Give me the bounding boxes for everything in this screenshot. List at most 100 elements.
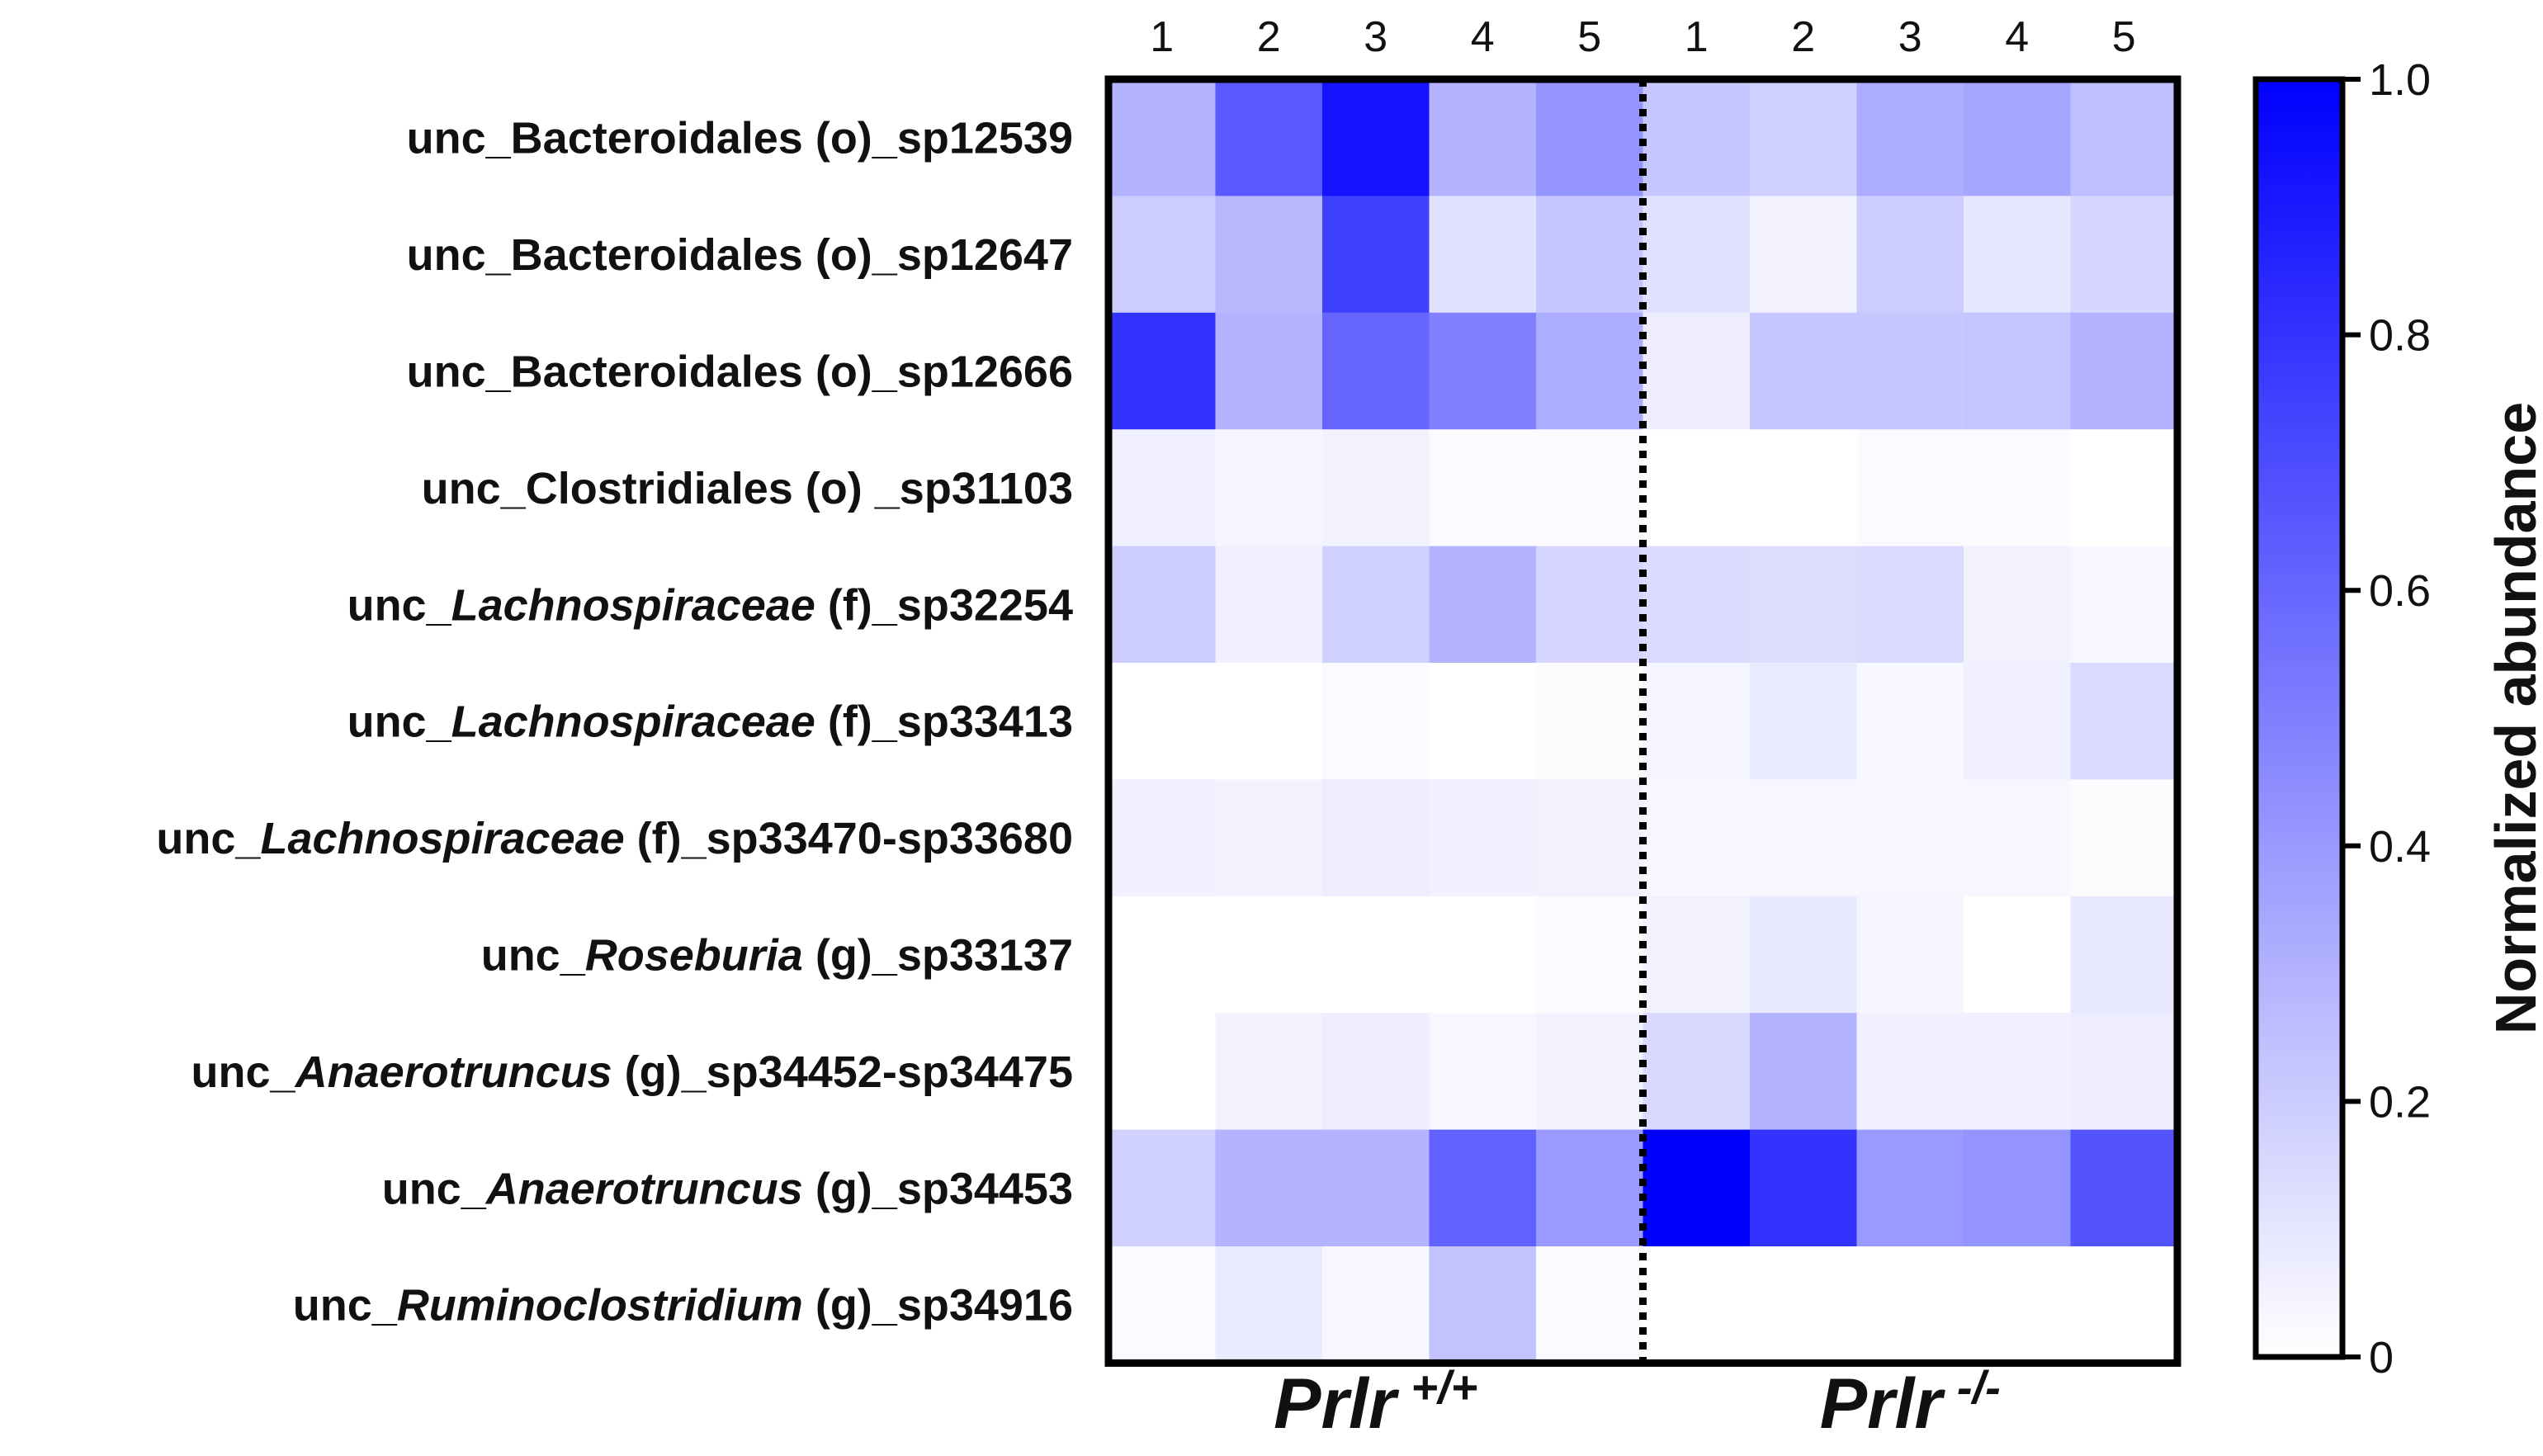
row-label-6-part-2: Lachnospiraceae [451, 697, 815, 747]
group-labels: Prlr +/+ Prlr -/- [1274, 1361, 2001, 1444]
heatmap-cell-r2-c1 [1108, 196, 1217, 314]
heatmap-cell-r11-c1 [1108, 1246, 1217, 1364]
row-label-7-part-1: unc_ [156, 814, 261, 863]
row-label-3-part-1: unc_ [407, 347, 512, 397]
heatmap-cell-r5-c5 [1536, 546, 1644, 664]
heatmap-cell-r8-c5 [1536, 896, 1644, 1014]
row-label-3-part-2: Bacteroidales (o)_sp12666 [511, 347, 1073, 397]
heatmap-cell-r9-c3 [1322, 1013, 1430, 1131]
heatmap-cell-r10-c5 [1536, 1129, 1644, 1247]
column-labels: 1 2 3 4 5 1 2 3 4 5 [1150, 13, 2135, 61]
heatmap-cell-r1-c3 [1322, 79, 1430, 196]
row-label-10: unc_Anaerotruncus (g)_sp34453 [382, 1164, 1073, 1213]
row-label-10-part-1: unc_ [382, 1164, 487, 1213]
heatmap-cell-r7-c8 [1856, 779, 1964, 897]
heatmap-cell-r6-c10 [2070, 663, 2178, 780]
heatmap-cell-r9-c7 [1750, 1013, 1858, 1131]
heatmap-cell-r5-c6 [1643, 546, 1751, 664]
colorbar-tick-label-6: 1.0 [2369, 55, 2431, 105]
heatmap-cell-r9-c8 [1856, 1013, 1964, 1131]
heatmap-cell-r4-c7 [1750, 429, 1858, 547]
colorbar-tick-label-5: 0.8 [2369, 311, 2431, 361]
row-label-8-part-3: (g)_sp33137 [803, 931, 1073, 981]
heatmap-cell-r7-c4 [1429, 779, 1537, 897]
heatmap-cell-r10-c1 [1108, 1129, 1217, 1247]
column-label-4: 4 [1471, 13, 1495, 61]
heatmap-cell-r3-c6 [1643, 312, 1751, 430]
heatmap-cell-r1-c1 [1108, 79, 1217, 196]
heatmap-cell-r5-c3 [1322, 546, 1430, 664]
heatmap-cell-r11-c10 [2070, 1246, 2178, 1364]
heatmap-cell-r8-c7 [1750, 896, 1858, 1014]
group-label-2: Prlr -/- [1820, 1361, 2001, 1444]
heatmap-cell-r11-c5 [1536, 1246, 1644, 1364]
heatmap-cell-r5-c7 [1750, 546, 1858, 664]
heatmap-cell-r9-c2 [1215, 1013, 1323, 1131]
row-label-2: unc_Bacteroidales (o)_sp12647 [407, 230, 1073, 280]
column-label-7: 2 [1791, 13, 1815, 61]
row-label-6-part-3: (f)_sp33413 [815, 697, 1073, 747]
heatmap-cell-r4-c1 [1108, 429, 1217, 547]
colorbar-tick-label-2: 0.2 [2369, 1077, 2431, 1127]
heatmap-cell-r5-c10 [2070, 546, 2178, 664]
row-label-10-part-2: Anaerotruncus [484, 1164, 803, 1213]
heatmap-cell-r10-c4 [1429, 1129, 1537, 1247]
row-label-8-part-2: Roseburia [585, 931, 803, 981]
row-label-4: unc_Clostridiales (o) _sp31103 [422, 464, 1073, 513]
heatmap-cell-r11-c9 [1964, 1246, 2072, 1364]
heatmap-cell-r1-c6 [1643, 79, 1751, 196]
group-label-1-name: Prlr [1274, 1364, 1400, 1444]
heatmap-cell-r5-c4 [1429, 546, 1537, 664]
heatmap-cell-r4-c2 [1215, 429, 1323, 547]
heatmap-cell-r3-c5 [1536, 312, 1644, 430]
heatmap-cell-r9-c10 [2070, 1013, 2178, 1131]
heatmap-cell-r4-c3 [1322, 429, 1430, 547]
heatmap-cell-r6-c4 [1429, 663, 1537, 780]
row-label-11: unc_Ruminoclostridium (g)_sp34916 [293, 1281, 1073, 1331]
row-label-2-part-1: unc_ [407, 230, 512, 280]
heatmap-cell-r6-c6 [1643, 663, 1751, 780]
row-label-2-part-2: Bacteroidales (o)_sp12647 [511, 230, 1073, 280]
row-label-11-part-1: unc_ [293, 1281, 398, 1331]
heatmap-cell-r1-c10 [2070, 79, 2178, 196]
row-label-6-part-1: unc_ [347, 697, 452, 747]
column-label-5: 5 [1577, 13, 1601, 61]
heatmap-cell-r4-c9 [1964, 429, 2072, 547]
heatmap-cell-r7-c6 [1643, 779, 1751, 897]
heatmap-cell-r8-c1 [1108, 896, 1217, 1014]
heatmap-cell-r3-c1 [1108, 312, 1217, 430]
heatmap-cell-r10-c7 [1750, 1129, 1858, 1247]
column-label-6: 1 [1685, 13, 1709, 61]
column-label-1: 1 [1150, 13, 1174, 61]
heatmap-cell-r6-c7 [1750, 663, 1858, 780]
heatmap-cell-r5-c9 [1964, 546, 2072, 664]
colorbar-tick-label-4: 0.6 [2369, 566, 2431, 616]
row-labels: unc_Bacteroidales (o)_sp12539unc_Bactero… [156, 114, 1073, 1331]
row-label-3: unc_Bacteroidales (o)_sp12666 [407, 347, 1073, 397]
row-label-10-part-3: (g)_sp34453 [803, 1164, 1073, 1213]
heatmap-cell-r7-c7 [1750, 779, 1858, 897]
column-label-10: 5 [2112, 13, 2136, 61]
row-label-1-part-2: Bacteroidales (o)_sp12539 [511, 114, 1073, 163]
heatmap-cell-r2-c5 [1536, 196, 1644, 314]
heatmap-cell-r4-c10 [2070, 429, 2178, 547]
heatmap-cell-r1-c7 [1750, 79, 1858, 196]
heatmap-border [1104, 75, 2181, 1367]
row-label-4-part-1: unc_ [422, 464, 527, 513]
heatmap-cell-r4-c5 [1536, 429, 1644, 547]
heatmap-cell-r10-c10 [2070, 1129, 2178, 1247]
colorbar-ticks: 0 0.2 0.4 0.6 0.8 1.0 [2342, 55, 2431, 1383]
heatmap-cell-r6-c5 [1536, 663, 1644, 780]
heatmap-cell-r6-c3 [1322, 663, 1430, 780]
heatmap-cell-r5-c1 [1108, 546, 1217, 664]
row-label-9-part-3: (g)_sp34452-sp34475 [612, 1047, 1073, 1097]
row-label-9-part-1: unc_ [191, 1047, 296, 1097]
heatmap-cell-r10-c3 [1322, 1129, 1430, 1247]
heatmap-cell-r6-c9 [1964, 663, 2072, 780]
row-label-9-part-2: Anaerotruncus [294, 1047, 612, 1097]
heatmap-cell-r6-c1 [1108, 663, 1217, 780]
colorbar-title: Normalized abundance [2484, 402, 2543, 1034]
heatmap-cell-r7-c9 [1964, 779, 2072, 897]
colorbar [2252, 76, 2346, 1360]
heatmap-cell-r10-c9 [1964, 1129, 2072, 1247]
